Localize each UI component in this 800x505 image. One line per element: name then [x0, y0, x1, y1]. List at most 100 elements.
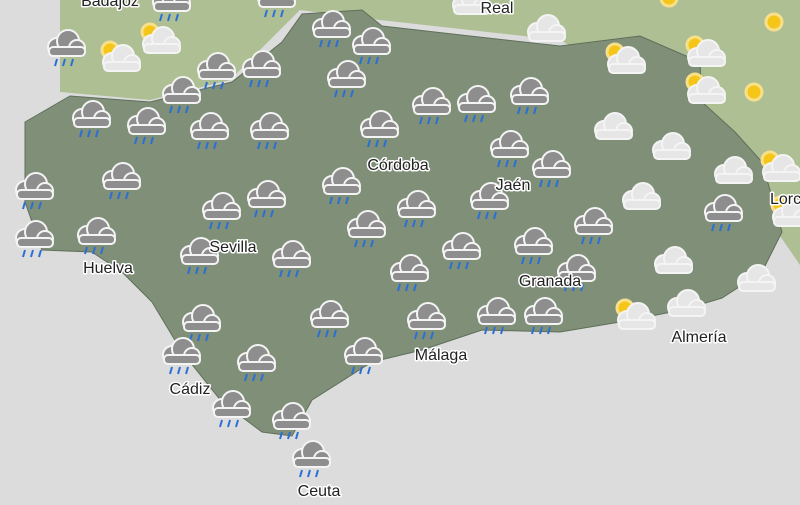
weather-icon — [322, 167, 361, 205]
rain-drop — [185, 366, 189, 375]
rain-drop — [92, 246, 96, 255]
city-label: Málaga — [415, 347, 468, 364]
rain-drop — [350, 89, 354, 98]
cloud-base — [153, 1, 191, 12]
rain-drop — [280, 9, 284, 18]
rain-drop — [359, 366, 363, 375]
weather-icon — [310, 300, 349, 338]
weather-icon — [527, 14, 566, 42]
city-label: Lorca — [770, 191, 800, 208]
rain-drop — [581, 236, 585, 245]
weather-icon — [162, 337, 201, 375]
rain-drop — [359, 56, 363, 65]
cloud-base — [528, 31, 566, 42]
rain-drop — [413, 283, 417, 292]
rain-drop — [497, 159, 501, 168]
weather-icon — [760, 150, 800, 182]
cloud-base — [471, 199, 509, 210]
cloud-base — [348, 227, 386, 238]
weather-icon — [514, 227, 553, 265]
cloud-base — [311, 317, 349, 328]
rain-drop — [342, 89, 346, 98]
weather-icon — [452, 0, 491, 15]
rain-drop — [500, 326, 504, 335]
weather-icon — [352, 27, 391, 65]
cloud-base — [73, 117, 111, 128]
sun — [764, 12, 784, 32]
cloud-base — [345, 354, 383, 365]
rain-drop — [493, 211, 497, 220]
rain-drop — [125, 191, 129, 200]
cloud-base — [773, 216, 800, 227]
rain-drop — [62, 58, 66, 67]
cloud-base — [595, 129, 633, 140]
rain-drop — [95, 129, 99, 138]
city-label: Sevilla — [209, 239, 256, 256]
city-label: Córdoba — [367, 157, 428, 174]
weather-icon — [510, 77, 549, 115]
weather-icon — [272, 402, 311, 440]
rain-drop — [564, 283, 568, 292]
rain-drop — [397, 283, 401, 292]
rain-drop — [279, 431, 283, 440]
cloud-base — [128, 124, 166, 135]
weather-icon — [77, 217, 116, 255]
rain-drop — [254, 209, 258, 218]
weather-icon — [327, 60, 366, 98]
rain-drop — [265, 141, 269, 150]
city-label: Jaén — [496, 177, 531, 194]
rain-drop — [212, 81, 216, 90]
rain-drop — [295, 269, 299, 278]
rain-drop — [492, 326, 496, 335]
rain-drop — [169, 366, 173, 375]
cloud-base — [618, 319, 656, 330]
weather-icon — [180, 237, 219, 275]
cloud-base — [705, 211, 743, 222]
cloud-base — [715, 173, 753, 184]
cloud-base — [258, 0, 296, 8]
cloud-base — [353, 44, 391, 55]
cloud-base — [103, 61, 141, 72]
rain-drop — [727, 223, 731, 232]
rain-drop — [185, 105, 189, 114]
rain-drop — [525, 106, 529, 115]
rain-drop — [287, 269, 291, 278]
weather-icon — [72, 100, 111, 138]
weather-icon — [594, 112, 633, 140]
rain-drop — [197, 333, 201, 342]
weather-icon — [654, 246, 693, 274]
rain-drop — [580, 283, 584, 292]
weather-icon — [615, 298, 656, 330]
rain-drop — [295, 431, 299, 440]
weather-icon — [770, 195, 800, 227]
weather-icon — [457, 85, 496, 123]
cloud-base — [251, 129, 289, 140]
weather-icon — [140, 22, 181, 54]
city-label: Huelva — [83, 260, 133, 277]
weather-icon — [407, 302, 446, 340]
rain-drop — [711, 223, 715, 232]
rain-drop — [505, 159, 509, 168]
weather-icon — [659, 0, 679, 8]
rain-drop — [333, 329, 337, 338]
cloud-base — [453, 4, 491, 15]
cloud-base — [413, 104, 451, 115]
cloud-base — [525, 314, 563, 325]
rain-drop — [449, 261, 453, 270]
rain-drop — [351, 366, 355, 375]
rain-drop — [272, 9, 276, 18]
weather-icon — [704, 194, 743, 232]
rain-drop — [547, 179, 551, 188]
weather-icon — [477, 297, 516, 335]
rain-drop — [279, 269, 283, 278]
cloud-base — [293, 457, 331, 468]
rain-drop — [219, 419, 223, 428]
rain-drop — [419, 116, 423, 125]
weather-icon — [190, 112, 229, 150]
weather-icon — [47, 29, 86, 67]
weather-icon — [152, 0, 191, 22]
cloud-base — [191, 129, 229, 140]
rain-drop — [435, 116, 439, 125]
weather-icon — [574, 207, 613, 245]
rain-drop — [539, 179, 543, 188]
